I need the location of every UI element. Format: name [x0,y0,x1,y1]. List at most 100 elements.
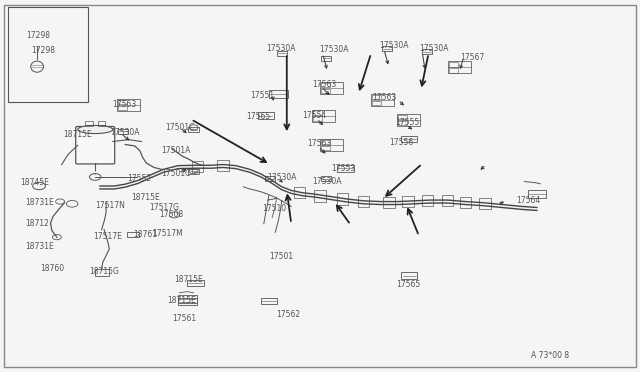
Text: 17555: 17555 [396,118,420,127]
Bar [337,165,355,171]
Text: A 73*00 8: A 73*00 8 [531,351,569,360]
Bar [265,176,275,181]
Bar [449,68,458,73]
Text: 18712: 18712 [25,219,49,228]
Text: 18715E: 18715E [63,129,92,139]
Bar [321,83,330,87]
Bar [177,295,196,303]
Text: 17517G: 17517G [149,203,179,212]
Text: 17501C: 17501C [162,169,191,177]
Bar [460,197,471,208]
FancyBboxPatch shape [76,126,115,164]
Bar [383,197,395,208]
Bar [448,61,470,73]
Text: 17563: 17563 [113,100,137,109]
Bar [177,298,196,305]
Text: 17298: 17298 [26,31,50,40]
Bar [312,110,335,122]
Bar [8,7,88,102]
Text: 18760: 18760 [40,264,65,273]
Text: 17530A: 17530A [319,45,348,54]
Text: 18761: 18761 [134,230,157,239]
Bar [313,110,322,115]
Bar [371,94,394,106]
Bar [276,51,287,56]
Bar [321,89,330,93]
Bar [422,195,433,206]
Text: 17564: 17564 [516,196,541,205]
Text: 17563: 17563 [372,93,397,102]
Text: 17501: 17501 [269,252,293,261]
Text: 17530A: 17530A [266,44,295,52]
Text: 17517N: 17517N [95,201,125,210]
Bar [321,146,330,150]
Text: 18715E: 18715E [132,193,161,202]
Bar [382,46,392,51]
Bar [187,280,204,286]
Bar [95,269,109,276]
Bar [294,187,305,198]
Bar [528,190,546,198]
Bar [442,195,454,206]
Bar [258,112,274,119]
Text: 17556: 17556 [389,138,413,147]
Text: 17552: 17552 [127,174,151,183]
Bar [321,176,332,181]
Text: 17501C: 17501C [166,123,195,132]
Bar [397,114,420,126]
Text: 17298: 17298 [31,46,55,55]
Bar [191,161,203,172]
Bar [188,169,198,174]
Text: 17563: 17563 [312,80,337,89]
Bar [314,190,326,202]
Bar [118,100,127,105]
Bar [118,129,129,134]
Bar [398,115,407,119]
Text: 18731E: 18731E [25,241,54,250]
Bar [422,49,433,54]
Text: 17508: 17508 [159,211,183,219]
Bar [449,62,458,67]
Text: 17501A: 17501A [162,146,191,155]
Bar [188,127,198,132]
Text: 17530A: 17530A [268,173,297,182]
Text: 17517M: 17517M [153,229,184,238]
Bar [321,55,332,61]
Ellipse shape [77,125,113,134]
Bar [401,272,417,279]
Text: 17530A: 17530A [312,177,342,186]
Bar [261,298,277,304]
Text: 17530A: 17530A [419,44,449,53]
Bar [320,82,343,94]
Bar [85,121,93,126]
Bar [398,121,407,125]
Text: 17554: 17554 [302,111,326,120]
Bar [401,136,417,141]
Bar [372,95,381,99]
Text: 17565: 17565 [397,280,421,289]
Bar [98,121,106,126]
Bar [117,99,140,111]
Text: 17551: 17551 [250,91,274,100]
Bar [320,139,343,151]
Text: 17530A: 17530A [111,128,140,137]
Text: 17510: 17510 [262,204,287,213]
Text: 17563: 17563 [307,139,332,148]
Text: 18715G: 18715G [89,267,118,276]
Text: 17565: 17565 [246,112,271,121]
Bar [269,90,288,98]
Text: 17517E: 17517E [93,231,122,241]
Bar [372,101,381,105]
Text: 18715E: 18715E [174,275,203,284]
Bar [358,196,369,207]
Bar [217,160,228,171]
Bar [127,232,139,237]
Bar [403,196,414,207]
Bar [479,198,490,209]
Bar [313,116,322,121]
Text: 18731E: 18731E [25,198,54,207]
Bar [118,106,127,110]
Text: 17553: 17553 [332,164,356,173]
Bar [337,193,348,205]
Text: 17567: 17567 [461,52,484,61]
